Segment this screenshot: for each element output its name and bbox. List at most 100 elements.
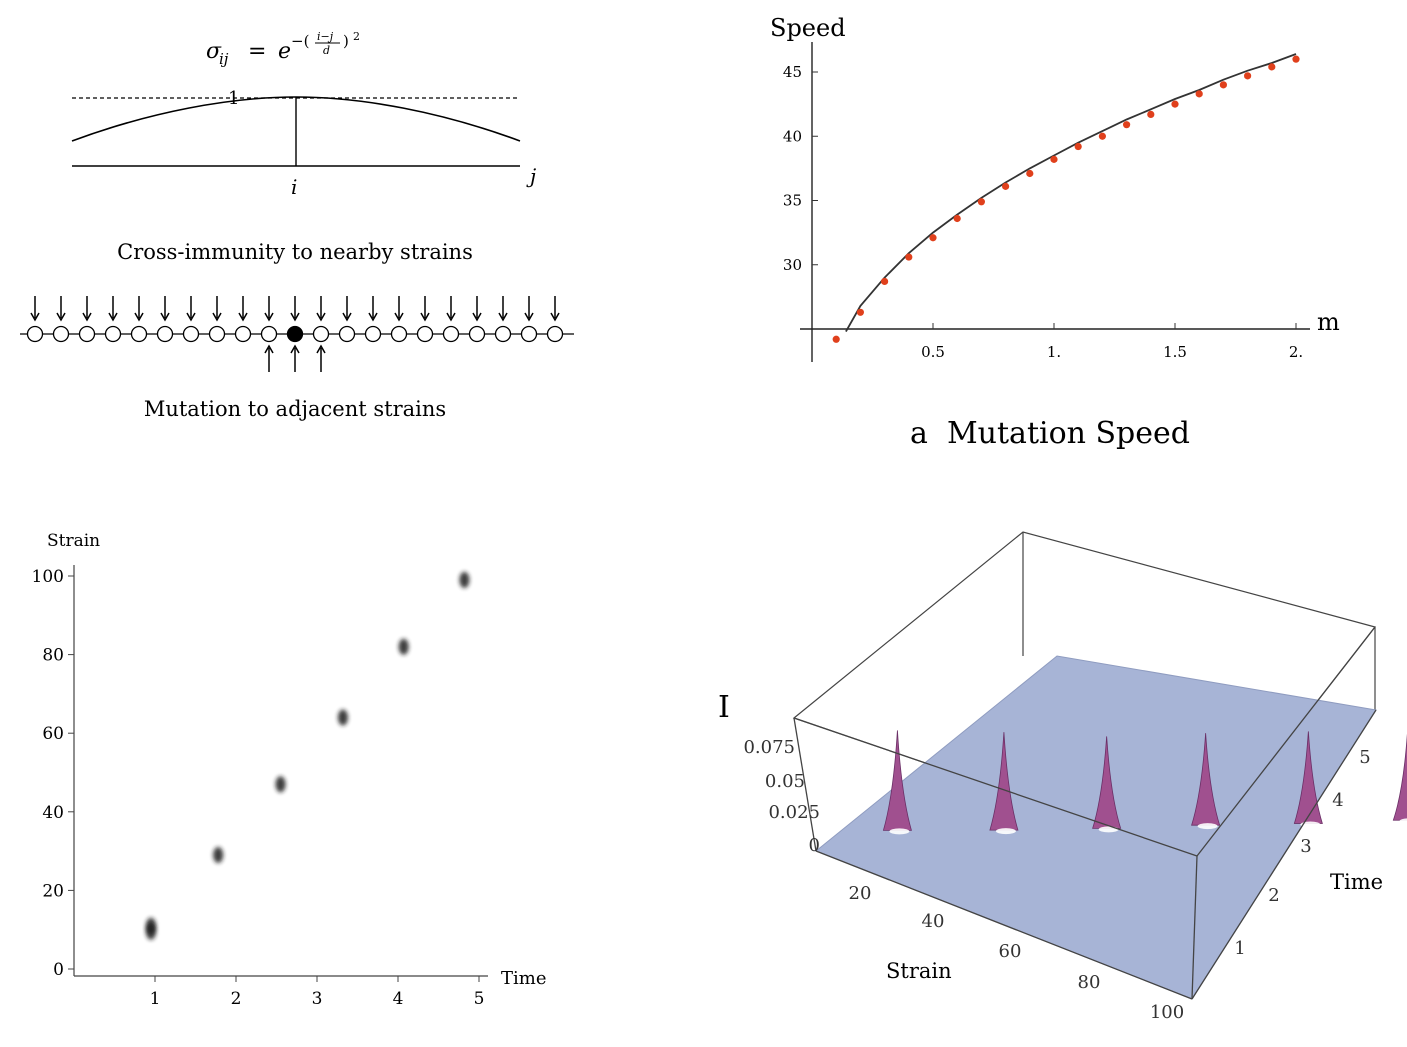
surface-zlabel: I bbox=[718, 690, 730, 725]
svg-text:e: e bbox=[278, 39, 291, 64]
strain-node bbox=[208, 325, 226, 343]
density-blob bbox=[459, 571, 470, 588]
svg-text:=: = bbox=[248, 39, 266, 64]
surface-y-tick-label: 4 bbox=[1332, 790, 1343, 811]
immunity-arrowhead bbox=[238, 312, 248, 322]
speed-point bbox=[1244, 72, 1252, 80]
speed-point bbox=[881, 277, 889, 286]
speed-y-tick-label: 45 bbox=[783, 63, 802, 81]
peak-base-highlight bbox=[1098, 826, 1119, 833]
immunity-arrowhead bbox=[108, 312, 118, 322]
strain-node bbox=[338, 325, 356, 343]
infection-peak bbox=[1191, 733, 1221, 826]
immunity-arrowhead bbox=[160, 312, 170, 322]
strain-node bbox=[260, 325, 278, 343]
speed-point bbox=[1026, 169, 1034, 178]
strain-node bbox=[130, 325, 148, 343]
density-y-tick-label: 0 bbox=[53, 960, 64, 980]
speed-ylabel: Speed bbox=[770, 14, 846, 42]
density-y-tick-label: 40 bbox=[42, 803, 64, 823]
i-label: i bbox=[291, 175, 297, 199]
immunity-arrowhead bbox=[134, 312, 144, 322]
density-blob bbox=[213, 847, 224, 864]
svg-text:): ) bbox=[343, 32, 349, 50]
mutation-arrowhead bbox=[316, 344, 326, 354]
density-blob bbox=[398, 638, 409, 655]
speed-point bbox=[977, 198, 985, 206]
infection-peak bbox=[1092, 736, 1122, 829]
peak-base-highlight bbox=[889, 828, 910, 835]
strain-node bbox=[416, 325, 434, 343]
surface-y-tick-label: 5 bbox=[1359, 747, 1370, 768]
svg-text:i−j: i−j bbox=[317, 30, 334, 43]
surface-z-tick-label: 0.075 bbox=[743, 737, 795, 758]
peak-base-highlight bbox=[1399, 818, 1407, 825]
speed-point bbox=[1219, 81, 1227, 89]
density-x-tick-label: 4 bbox=[393, 989, 404, 1009]
surface-x-tick-label: 60 bbox=[999, 941, 1022, 962]
density-blob bbox=[145, 923, 156, 940]
immunity-arrowhead bbox=[82, 312, 92, 322]
density-blobs bbox=[145, 571, 470, 940]
strain-node bbox=[52, 325, 70, 343]
immunity-arrowhead bbox=[316, 312, 326, 322]
infection-peak bbox=[1392, 734, 1407, 821]
j-label: j bbox=[526, 164, 536, 188]
density-y-tick-label: 100 bbox=[32, 567, 64, 587]
surface-y-tick-label: 3 bbox=[1300, 836, 1311, 857]
density-x-tick-label: 3 bbox=[312, 989, 323, 1009]
speed-point bbox=[1050, 155, 1058, 163]
strain-node bbox=[390, 325, 408, 343]
speed-point bbox=[1292, 55, 1300, 63]
strain-node bbox=[442, 325, 460, 343]
surface-y-tick-label: 1 bbox=[1234, 938, 1245, 959]
surface-x-tick-label: 20 bbox=[849, 883, 872, 904]
density-x-tick-label: 5 bbox=[474, 989, 485, 1009]
strain-node bbox=[364, 325, 382, 343]
peak-label: 1 bbox=[228, 88, 239, 109]
surface-z-tick-label: 0.025 bbox=[768, 802, 820, 823]
immunity-arrowhead bbox=[342, 312, 352, 322]
strain-node bbox=[26, 325, 44, 343]
speed-point bbox=[1171, 100, 1179, 108]
svg-text:2: 2 bbox=[353, 30, 360, 43]
speed-point bbox=[1147, 110, 1155, 119]
immunity-arrowhead bbox=[550, 312, 560, 322]
strain-node bbox=[156, 325, 174, 343]
speed-xlabel: m bbox=[1317, 308, 1340, 336]
caption-cross-immunity: Cross-immunity to nearby strains bbox=[117, 240, 473, 264]
infection-surface-plot: I 0 0.025 0.05 0.075 20 40 60 80 100 1 2 3 4 5 Strain… bbox=[700, 520, 1407, 1043]
schematic-svg: σ ij = e −( i−j d ) 2 1 i j bbox=[20, 30, 574, 372]
surface-y-tick-label: 2 bbox=[1268, 885, 1279, 906]
mutation-speed-chart: Speed m 0.5 1. 1.5 2. 30 35 40 45 a Mutation Sp… bbox=[700, 0, 1407, 470]
strain-node bbox=[312, 325, 330, 343]
density-y-tick-label: 80 bbox=[42, 646, 64, 666]
mutation-arrowhead bbox=[290, 344, 300, 354]
density-y-tick-label: 20 bbox=[42, 881, 64, 901]
immunity-arrowhead bbox=[524, 312, 534, 322]
density-y-tick-label: 60 bbox=[42, 724, 64, 744]
immunity-arrowhead bbox=[368, 312, 378, 322]
immunity-arrowhead bbox=[30, 312, 40, 322]
surface-ylabel: Time bbox=[1330, 870, 1383, 894]
strain-node bbox=[78, 325, 96, 343]
density-blob bbox=[337, 709, 348, 726]
immunity-arrowhead bbox=[186, 312, 196, 322]
speed-point bbox=[1268, 63, 1276, 71]
focal-strain-node bbox=[286, 325, 304, 343]
speed-point bbox=[953, 214, 961, 223]
speed-points bbox=[832, 55, 1300, 343]
box-frame-front bbox=[793, 626, 1377, 1000]
strain-node bbox=[520, 325, 538, 343]
immunity-arrowhead bbox=[446, 312, 456, 322]
infection-peak bbox=[989, 732, 1019, 831]
infection-peak bbox=[1293, 731, 1323, 824]
immunity-arrowhead bbox=[212, 312, 222, 322]
speed-y-tick-label: 40 bbox=[783, 127, 802, 145]
speed-point bbox=[1098, 132, 1106, 140]
strain-node bbox=[234, 325, 252, 343]
surface-x-tick-label: 100 bbox=[1150, 1002, 1184, 1023]
density-plot-svg: Strain Time 1 2 3 4 5 0 20 40 60 80 100 bbox=[32, 531, 547, 1009]
density-x-tick-label: 2 bbox=[231, 989, 242, 1009]
density-ylabel: Strain bbox=[47, 531, 100, 551]
